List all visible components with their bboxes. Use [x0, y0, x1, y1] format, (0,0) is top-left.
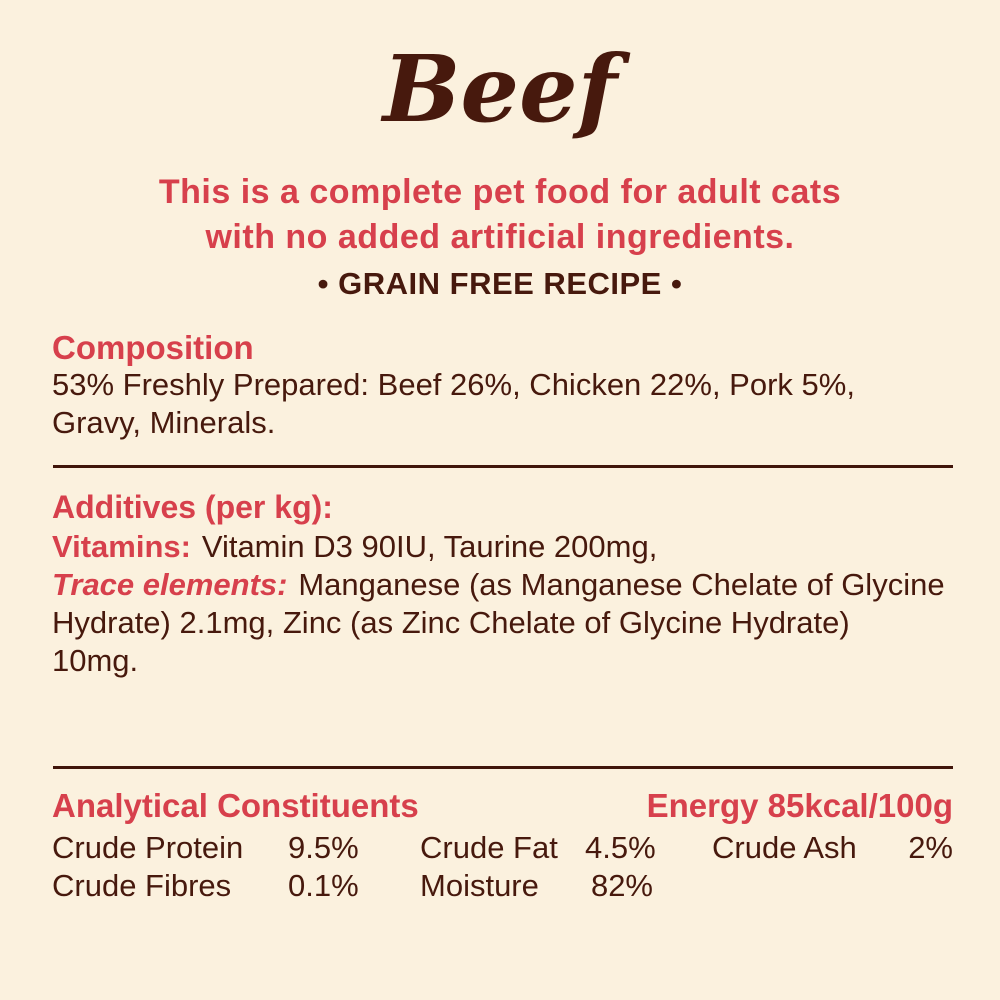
energy-value: Energy 85kcal/100g — [646, 787, 953, 824]
additives-heading: Additives (per kg): — [52, 489, 333, 525]
trace-elements-text-1: Manganese (as Manganese Chelate of Glyci… — [298, 567, 945, 602]
product-title: Beef — [382, 35, 618, 143]
grain-free-badge: • GRAIN FREE RECIPE • — [317, 266, 683, 301]
complete-food-statement-line-2: with no added artificial ingredients. — [205, 218, 795, 256]
analytical-value-crude-fibres: 0.1% — [288, 868, 359, 903]
trace-elements-label: Trace elements: — [52, 567, 288, 602]
vitamins-text: Vitamin D3 90IU, Taurine 200mg, — [201, 529, 658, 564]
trace-elements-line-3: 10mg. — [52, 643, 139, 678]
analytical-table: Crude Protein 9.5% Crude Fat 4.5% Crude … — [52, 829, 953, 905]
analytical-label-crude-fat: Crude Fat — [420, 830, 558, 865]
composition-heading: Composition — [52, 329, 254, 366]
analytical-value-moisture: 82% — [590, 868, 653, 903]
analytical-heading: Analytical Constituents — [52, 787, 419, 824]
section-divider-bottom — [53, 766, 953, 769]
table-spacer — [358, 829, 420, 867]
analytical-label-crude-protein: Crude Protein — [52, 830, 244, 865]
analytical-label-crude-fibres: Crude Fibres — [52, 868, 232, 903]
analytical-value-crude-fat: 4.5% — [585, 830, 656, 865]
composition-text: 53% Freshly Prepared: Beef 26%, Chicken … — [52, 367, 855, 440]
trace-elements-line-2: Hydrate) 2.1mg, Zinc (as Zinc Chelate of… — [52, 605, 850, 640]
analytical-label-crude-ash: Crude Ash — [712, 830, 857, 865]
trace-elements-block: Trace elements: Manganese (as Manganese C… — [52, 566, 945, 680]
vitamins-label: Vitamins: — [52, 529, 191, 564]
table-empty-cell — [712, 867, 904, 905]
complete-food-statement: This is a complete pet food for adult ca… — [0, 170, 1000, 260]
table-spacer — [653, 829, 712, 867]
vitamins-line: Vitamins: Vitamin D3 90IU, Taurine 200mg, — [52, 528, 657, 566]
table-spacer — [653, 867, 712, 905]
analytical-value-crude-ash: 2% — [908, 830, 953, 865]
analytical-header-row: Analytical Constituents Energy 85kcal/10… — [52, 787, 953, 825]
complete-food-statement-line-1: This is a complete pet food for adult ca… — [158, 173, 842, 211]
table-spacer — [358, 867, 420, 905]
section-divider-top — [53, 465, 953, 468]
analytical-value-crude-protein: 9.5% — [288, 830, 359, 865]
analytical-label-moisture: Moisture — [420, 868, 539, 903]
table-empty-cell — [904, 867, 953, 905]
trace-elements-line-1: Trace elements: Manganese (as Manganese C… — [52, 566, 945, 604]
